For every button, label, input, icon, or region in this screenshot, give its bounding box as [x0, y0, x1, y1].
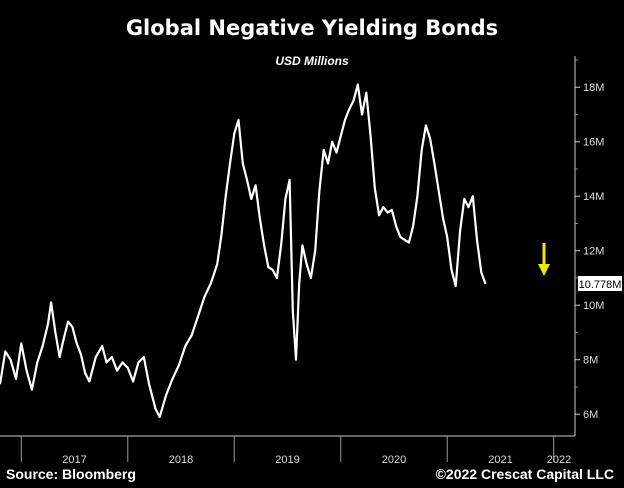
- down-arrow-icon: [538, 243, 550, 276]
- y-axis-ticks: 6M 8M 10M 12M 14M 16M 18M: [575, 59, 604, 421]
- y-tick-label: 16M: [583, 137, 604, 149]
- axes: [0, 56, 576, 437]
- series-line: [0, 83, 487, 418]
- last-value-box: 10.778M: [578, 276, 622, 292]
- x-tick-label: 2020: [382, 454, 406, 466]
- x-axis-ticks: 2017 2018 2019 2020 2021 2022: [20, 436, 571, 466]
- y-tick-label: 8M: [583, 355, 598, 367]
- last-value-background: [578, 276, 622, 292]
- arrow-head: [538, 264, 550, 276]
- x-tick-label: 2022: [547, 454, 571, 466]
- x-tick-label: 2018: [169, 454, 193, 466]
- last-value-label: 10.778M: [579, 279, 622, 291]
- x-tick-label: 2021: [488, 454, 512, 466]
- source-label: Source: Bloomberg: [6, 466, 136, 482]
- chart-title: Global Negative Yielding Bonds: [125, 16, 499, 40]
- y-tick-label: 14M: [583, 191, 604, 203]
- copyright-label: ©2022 Crescat Capital LLC: [435, 466, 614, 482]
- y-tick-label: 12M: [583, 246, 604, 258]
- y-tick-label: 6M: [583, 409, 598, 421]
- chart-subtitle: USD Millions: [275, 54, 349, 68]
- x-tick-label: 2019: [275, 454, 299, 466]
- y-tick-label: 10M: [583, 300, 604, 312]
- x-tick-label: 2017: [62, 454, 86, 466]
- y-tick-label: 18M: [583, 82, 604, 94]
